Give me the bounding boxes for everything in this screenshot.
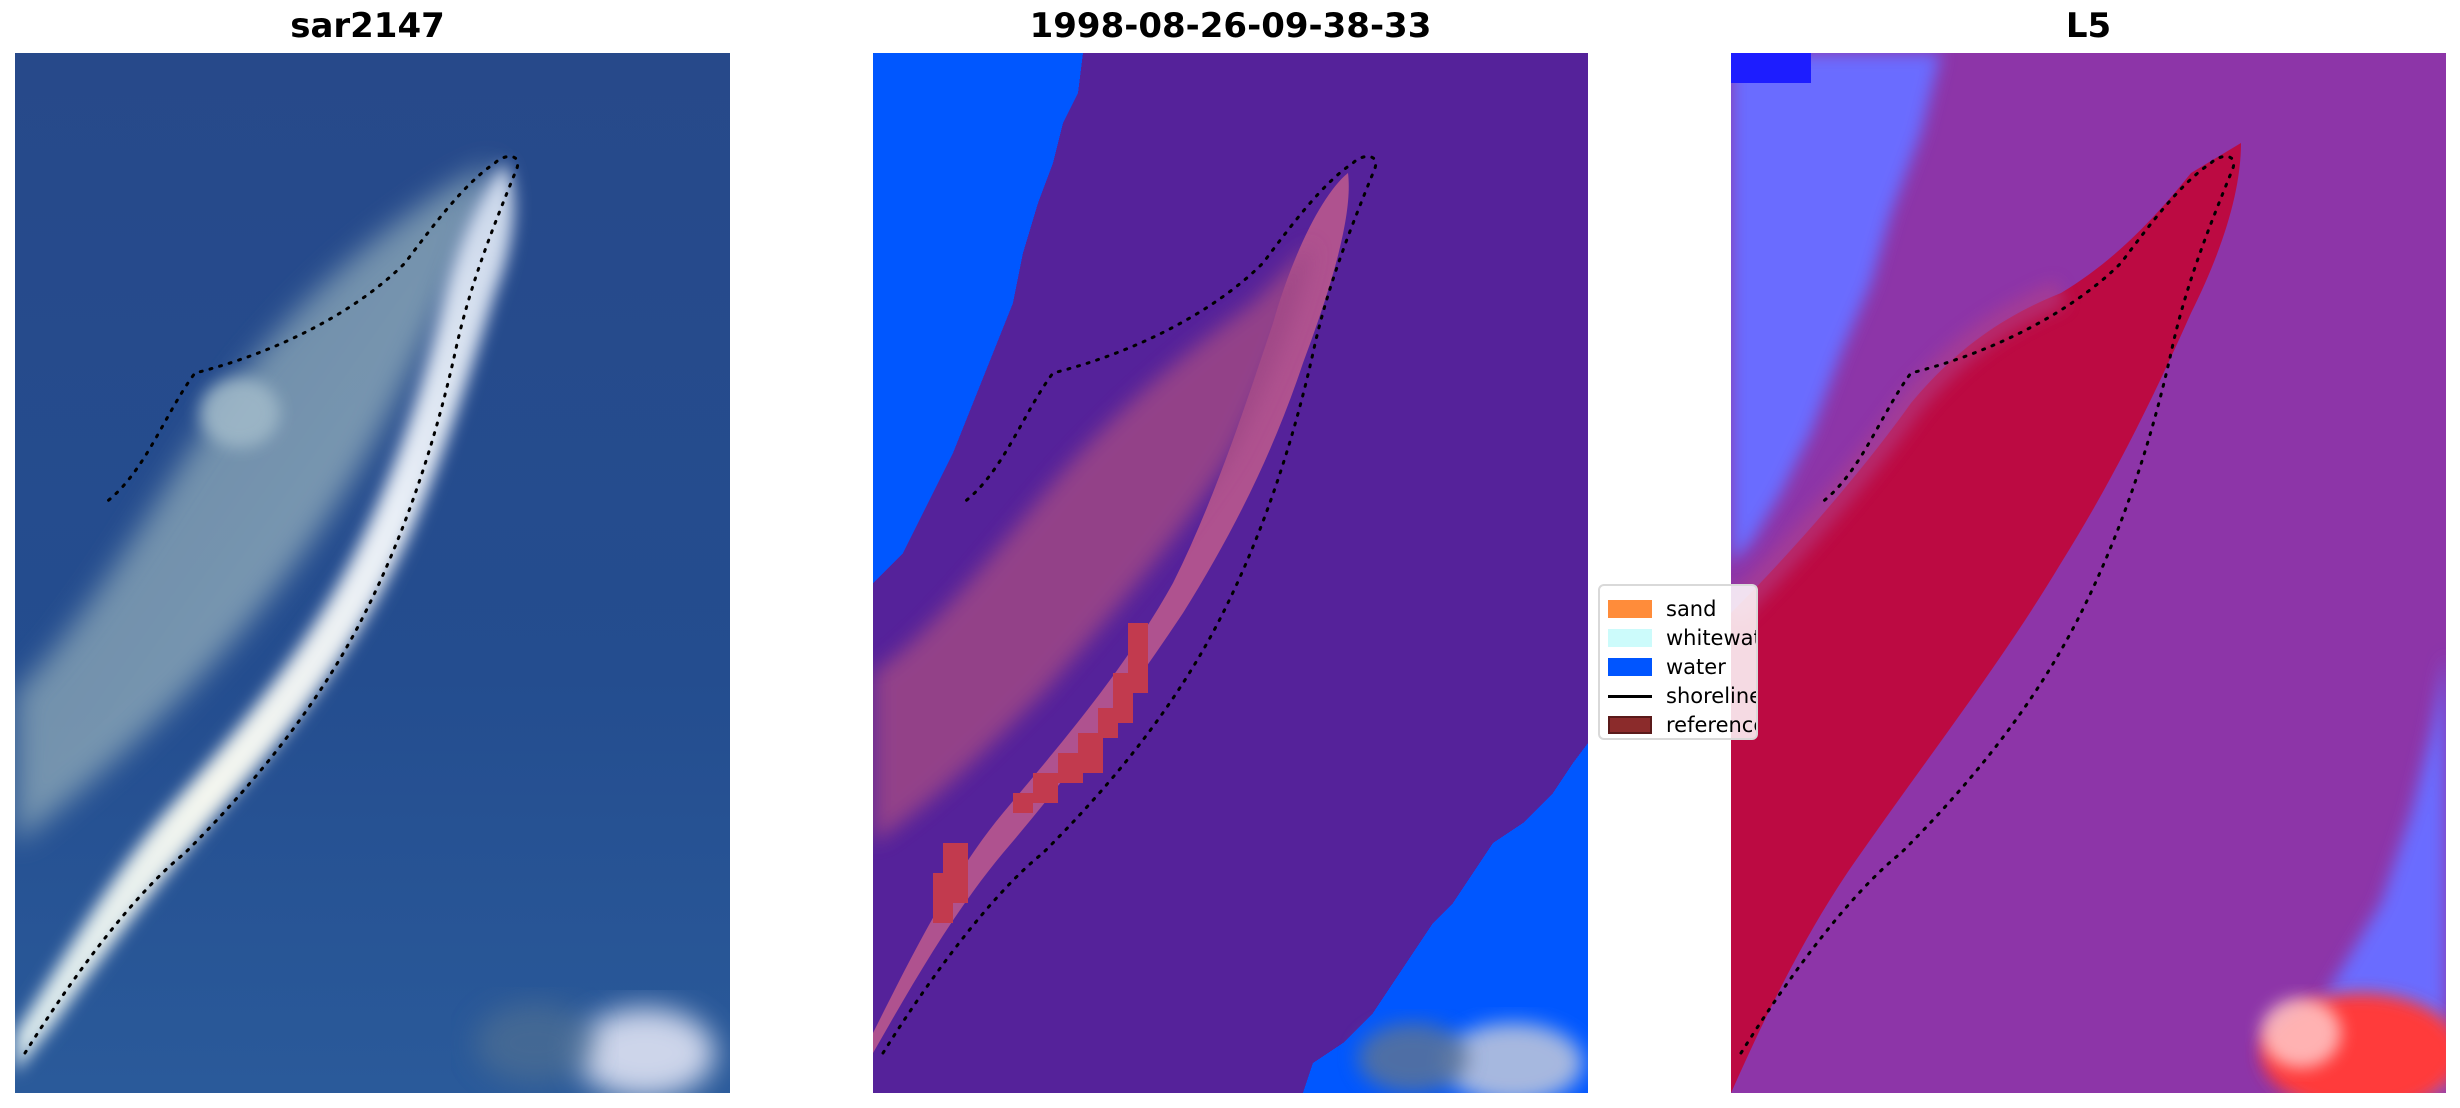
- classification-map: [873, 53, 1588, 1093]
- legend-label: sand: [1666, 597, 1717, 621]
- rgb-image-panel: [15, 53, 730, 1093]
- index-map: [1731, 53, 2446, 1093]
- index-map-panel: [1731, 53, 2446, 1093]
- reference-shoreline-swatch: [1608, 716, 1652, 734]
- water-swatch: [1608, 658, 1652, 676]
- panel-title-rgb: sar2147: [290, 6, 445, 46]
- panel-title-classification: 1998-08-26-09-38-33: [1029, 6, 1432, 46]
- legend-label: whitewater: [1666, 626, 1756, 650]
- legend-label: water: [1666, 655, 1726, 679]
- classification-panel: [873, 53, 1588, 1093]
- legend-label: shoreline: [1666, 684, 1758, 708]
- shoreline-trace: [23, 154, 519, 1055]
- index-shoreline-trace: [1739, 154, 2235, 1055]
- legend-item-whitewater: whitewater: [1608, 625, 1756, 651]
- legend-item-shoreline: shoreline: [1608, 683, 1758, 709]
- rgb-satellite-image: [15, 53, 730, 1093]
- legend-item-water: water: [1608, 654, 1726, 680]
- shoreline-line-swatch: [1608, 694, 1652, 698]
- panel-title-index: L5: [2065, 6, 2112, 46]
- legend-label: reference shoreline: [1666, 713, 1758, 737]
- classification-shoreline-trace: [881, 154, 1377, 1055]
- sand-swatch: [1608, 600, 1652, 618]
- whitewater-swatch: [1608, 629, 1652, 647]
- legend-item-reference-shoreline: reference shoreline: [1608, 712, 1758, 738]
- legend: sand whitewater water shoreline referenc…: [1598, 584, 1758, 740]
- legend-item-sand: sand: [1608, 596, 1716, 622]
